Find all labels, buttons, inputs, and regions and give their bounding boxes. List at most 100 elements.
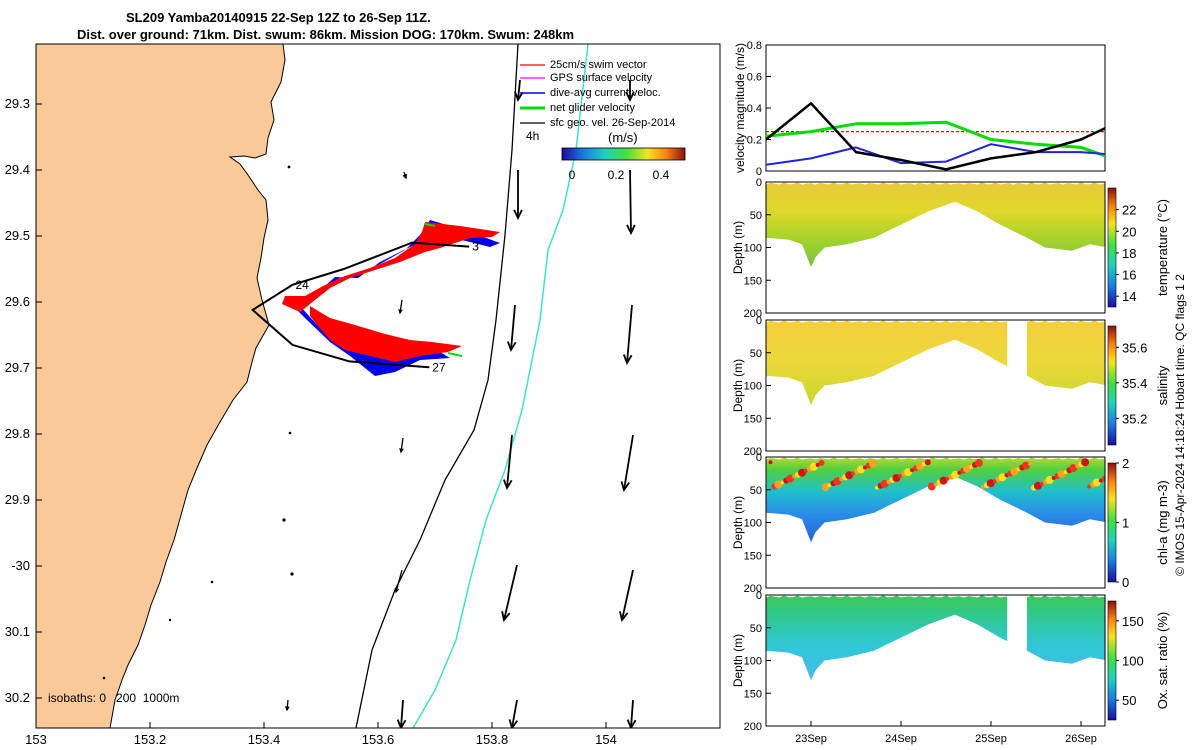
chl-sample-dot	[1057, 470, 1066, 478]
chl-sample-dot	[933, 482, 938, 487]
geo-arrow-head	[501, 611, 511, 623]
velocity-series-line	[766, 143, 1105, 166]
map-ytick-label: 30.2	[5, 690, 30, 705]
depth-colorbar	[1107, 325, 1117, 446]
depth-ytick-label: 200	[744, 721, 762, 733]
chl-sample-dot	[868, 459, 877, 468]
chl-sample-dot	[1033, 481, 1042, 490]
chl-sample-dot	[1075, 464, 1080, 469]
geo-arrow-head	[285, 706, 290, 712]
geo-arrow-head	[622, 354, 633, 366]
depth-panel-salinity: 0 50 100 150 200 Depth (m) 35.2 35.4 35.6 salinit…	[731, 315, 1170, 458]
depth-ytick-label: 150	[744, 413, 762, 425]
chl-sample-dot	[992, 479, 997, 484]
chl-sample-dot	[886, 479, 891, 484]
depth-ytick-label: 50	[750, 485, 762, 497]
depth-ytick-label: 100	[744, 518, 762, 530]
depth-ytick-label: 100	[744, 381, 762, 393]
chl-sample-dot	[792, 474, 797, 479]
chl-sample-dot	[827, 483, 832, 488]
colorbar-tick-label: 22	[1122, 203, 1136, 218]
chl-sample-dot	[780, 480, 785, 485]
chl-sample-dot	[969, 464, 974, 469]
map-panel: 3 24 27 25cm/s swim vector GPS surface vel…	[5, 43, 721, 747]
geo-arrow-head	[394, 587, 400, 594]
legend-net-glider: net glider velocity	[550, 102, 635, 114]
track-day-label: 27	[432, 360, 446, 374]
chl-sample-dot	[1101, 475, 1105, 482]
colorbar-tick-label: 18	[1122, 246, 1136, 261]
figure-title-line1: SL209 Yamba20140915 22-Sep 12Z to 26-Sep…	[126, 10, 431, 25]
chl-sample-dot	[1039, 481, 1044, 486]
depth-ytick-label: 200	[744, 446, 762, 458]
depth-panel-data	[766, 457, 1105, 543]
depth-colorbar	[1107, 187, 1117, 308]
map-xtick-label: 154	[595, 732, 617, 747]
geo-arrow-head	[626, 224, 636, 236]
geo-arrow-shaft	[510, 304, 516, 351]
chl-sample-dot	[1063, 470, 1068, 475]
net-glider-velocity-line	[424, 223, 436, 227]
chl-sample-dot	[1016, 467, 1021, 472]
colorbar-tick-label: 35.6	[1122, 340, 1147, 355]
chl-sample-dot	[1028, 461, 1033, 466]
colorbar-tick-label: 1	[1122, 516, 1129, 531]
colorbar-tick-label: 20	[1122, 224, 1136, 239]
chl-sample-dot	[1092, 478, 1101, 487]
map-xtick-label: 153.2	[134, 732, 167, 747]
colorbar-label: salinity	[1155, 365, 1170, 405]
geo-arrow-shaft	[623, 434, 634, 491]
geo-arrow-head	[514, 91, 524, 103]
legend-swim-vector: 25cm/s swim vector	[550, 59, 647, 71]
chl-sample-dot	[851, 471, 856, 476]
geo-arrow-shaft	[621, 569, 634, 621]
depth-panel-chl-a: 0 50 100 150 200 Depth (m) 0 1 2 chl-a (mg m-3)	[731, 452, 1170, 595]
chl-sample-dot	[1022, 461, 1031, 470]
track-day-label: 3	[472, 240, 479, 254]
geo-arrow-shaft	[511, 699, 518, 728]
depth-panel-oxygen: 0 50 100 150 200 Depth (m) 50 100 150 Ox. sat. ra…	[731, 590, 1170, 733]
depth-ytick-label: 0	[756, 590, 762, 602]
chl-sample-dot	[1098, 478, 1103, 483]
map-ytick-label: 29.6	[5, 294, 30, 309]
legend-sfc-geo: sfc geo. vel. 26-Sep-2014	[550, 117, 675, 129]
geo-arrow-head	[506, 341, 517, 353]
chl-sample-dot	[862, 465, 867, 470]
geo-arrow-shaft	[400, 699, 404, 728]
map-xtick-label: 153.4	[248, 732, 281, 747]
geo-arrow-head	[503, 479, 513, 491]
depth-panel-temperature: 0 50 100 150 200 Depth (m) 14 16 18 20 22 temperatu…	[731, 177, 1170, 320]
map-xtick-label: 153.6	[362, 732, 395, 747]
geo-arrow-shaft	[399, 299, 403, 314]
geo-arrow-head	[402, 173, 408, 180]
depth-ytick-label: 200	[744, 583, 762, 595]
geo-arrow-head	[399, 448, 404, 454]
velocity-ytick-label: 0.8	[747, 40, 762, 52]
colorbar-tick: 0.2	[608, 168, 625, 182]
chl-sample-dot	[910, 468, 915, 473]
depth-colorbar	[1107, 462, 1117, 583]
colorbar-unit: (m/s)	[608, 130, 638, 145]
geo-arrow-head	[619, 611, 629, 623]
map-ytick-label: 29.9	[5, 492, 30, 507]
map-ytick-label: 29.5	[5, 228, 30, 243]
data-gap	[1007, 595, 1027, 726]
depth-panel-data	[766, 320, 1105, 451]
colorbar-tick: 0.4	[653, 168, 670, 182]
depth-ylabel: Depth (m)	[731, 496, 745, 549]
isobaths-label: isobaths: 0 200 1000m	[48, 691, 179, 705]
speed-colorbar	[561, 147, 686, 161]
glider-track: 3 24 27	[250, 220, 500, 376]
colorbar-tick-label: 16	[1122, 268, 1136, 283]
map-ytick-label: -30	[11, 558, 30, 573]
time-label: 4h	[526, 129, 539, 143]
geo-arrow-head	[626, 719, 637, 728]
chl-sample-dot	[818, 459, 825, 466]
velocity-frame	[765, 44, 1106, 172]
velocity-panel: 0 0.2 0.4 0.6 0.8 velocity magnitude (m/s)	[733, 40, 1106, 178]
depth-section-fill	[766, 182, 1105, 268]
colorbar-tick-label: 150	[1122, 614, 1144, 629]
depth-ytick-label: 50	[750, 623, 762, 635]
geo-arrow-head	[625, 91, 635, 103]
